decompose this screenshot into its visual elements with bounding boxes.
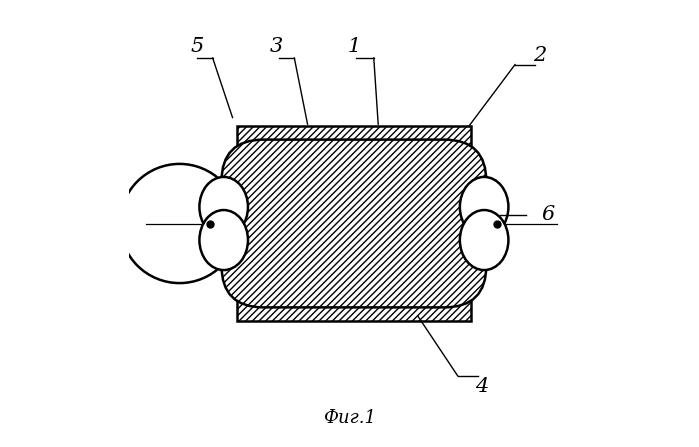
Bar (237, 127, 471, 320)
Text: 6: 6 (542, 205, 555, 224)
Ellipse shape (460, 210, 508, 270)
Text: 4: 4 (475, 377, 489, 396)
Ellipse shape (199, 177, 248, 237)
Text: Фиг.1: Фиг.1 (323, 409, 376, 426)
Text: 1: 1 (347, 38, 361, 56)
FancyBboxPatch shape (222, 139, 487, 308)
Text: 2: 2 (533, 46, 546, 65)
Ellipse shape (199, 210, 248, 270)
Bar (237, 127, 471, 320)
Text: 5: 5 (191, 38, 204, 56)
Text: 3: 3 (270, 38, 283, 56)
Ellipse shape (460, 177, 508, 237)
